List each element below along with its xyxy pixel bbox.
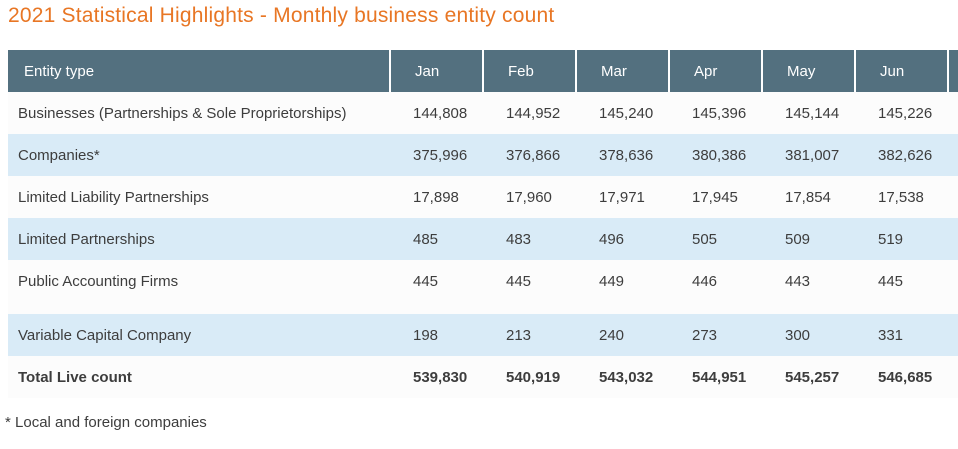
cell-mar: 145,240 [575, 92, 668, 134]
cell-may: 443 [761, 260, 854, 302]
table-header-row: Entity type Jan Feb Mar Apr May Jun [8, 50, 958, 92]
cell-apr: 145,396 [668, 92, 761, 134]
cell-jan: 144,808 [389, 92, 482, 134]
table-row-limited-liability-partnerships: Limited Liability Partnerships 17,898 17… [8, 176, 958, 218]
cell-jun: 546,685 [854, 356, 947, 398]
cell-feb: 540,919 [482, 356, 575, 398]
cell-mar: 17,971 [575, 176, 668, 218]
cell-apr: 17,945 [668, 176, 761, 218]
cell-may: 145,144 [761, 92, 854, 134]
column-header-jun: Jun [854, 50, 947, 92]
cell-cropped [947, 260, 958, 302]
cell-jun: 17,538 [854, 176, 947, 218]
cell-jan: 485 [389, 218, 482, 260]
row-label: Variable Capital Company [8, 314, 389, 356]
cell-mar: 496 [575, 218, 668, 260]
cell-may: 17,854 [761, 176, 854, 218]
cell-jun: 382,626 [854, 134, 947, 176]
cell-apr: 544,951 [668, 356, 761, 398]
cell-mar: 378,636 [575, 134, 668, 176]
table-row-companies: Companies* 375,996 376,866 378,636 380,3… [8, 134, 958, 176]
cell-apr: 380,386 [668, 134, 761, 176]
column-header-apr: Apr [668, 50, 761, 92]
cell-mar: 449 [575, 260, 668, 302]
cell-may: 381,007 [761, 134, 854, 176]
cell-cropped [947, 314, 958, 356]
cell-may: 545,257 [761, 356, 854, 398]
row-label: Limited Liability Partnerships [8, 176, 389, 218]
cell-apr: 446 [668, 260, 761, 302]
cell-mar: 543,032 [575, 356, 668, 398]
row-label: Limited Partnerships [8, 218, 389, 260]
column-header-feb: Feb [482, 50, 575, 92]
cell-jan: 198 [389, 314, 482, 356]
cell-cropped [947, 302, 958, 314]
cell-feb: 17,960 [482, 176, 575, 218]
monthly-entity-count-table: Entity type Jan Feb Mar Apr May Jun Busi… [8, 50, 958, 398]
cell-jan: 375,996 [389, 134, 482, 176]
cell-cropped [947, 218, 958, 260]
footnote: * Local and foreign companies [5, 414, 207, 431]
cell-feb: 483 [482, 218, 575, 260]
row-label: Public Accounting Firms [8, 260, 389, 302]
column-header-may: May [761, 50, 854, 92]
row-label: Companies* [8, 134, 389, 176]
cell-apr: 273 [668, 314, 761, 356]
cell-mar: 240 [575, 314, 668, 356]
cell-may: 509 [761, 218, 854, 260]
column-header-entity-type: Entity type [8, 50, 389, 92]
cell-jun: 145,226 [854, 92, 947, 134]
table-row-total-live-count: Total Live count 539,830 540,919 543,032… [8, 356, 958, 398]
table-row-empty-spacer [8, 302, 958, 314]
cell-feb: 376,866 [482, 134, 575, 176]
cell-feb: 144,952 [482, 92, 575, 134]
cell-cropped [947, 134, 958, 176]
cell-jan: 17,898 [389, 176, 482, 218]
table-row-variable-capital-company: Variable Capital Company 198 213 240 273… [8, 314, 958, 356]
table-row-businesses: Businesses (Partnerships & Sole Propriet… [8, 92, 958, 134]
page-title: 2021 Statistical Highlights - Monthly bu… [8, 4, 555, 27]
cell-jun: 519 [854, 218, 947, 260]
row-label [8, 302, 389, 314]
column-header-cropped-next-month [947, 50, 958, 92]
cell-jun: 445 [854, 260, 947, 302]
cell-jan: 445 [389, 260, 482, 302]
cell-feb: 213 [482, 314, 575, 356]
column-header-jan: Jan [389, 50, 482, 92]
cell-jan: 539,830 [389, 356, 482, 398]
cell-jun: 331 [854, 314, 947, 356]
table-row-public-accounting-firms: Public Accounting Firms 445 445 449 446 … [8, 260, 958, 302]
cell-may: 300 [761, 314, 854, 356]
table-row-limited-partnerships: Limited Partnerships 485 483 496 505 509… [8, 218, 958, 260]
cell-apr: 505 [668, 218, 761, 260]
row-label: Businesses (Partnerships & Sole Propriet… [8, 92, 389, 134]
cell-cropped [947, 92, 958, 134]
cell-cropped [947, 356, 958, 398]
cell-feb: 445 [482, 260, 575, 302]
cell-cropped [947, 176, 958, 218]
column-header-mar: Mar [575, 50, 668, 92]
row-label: Total Live count [8, 356, 389, 398]
